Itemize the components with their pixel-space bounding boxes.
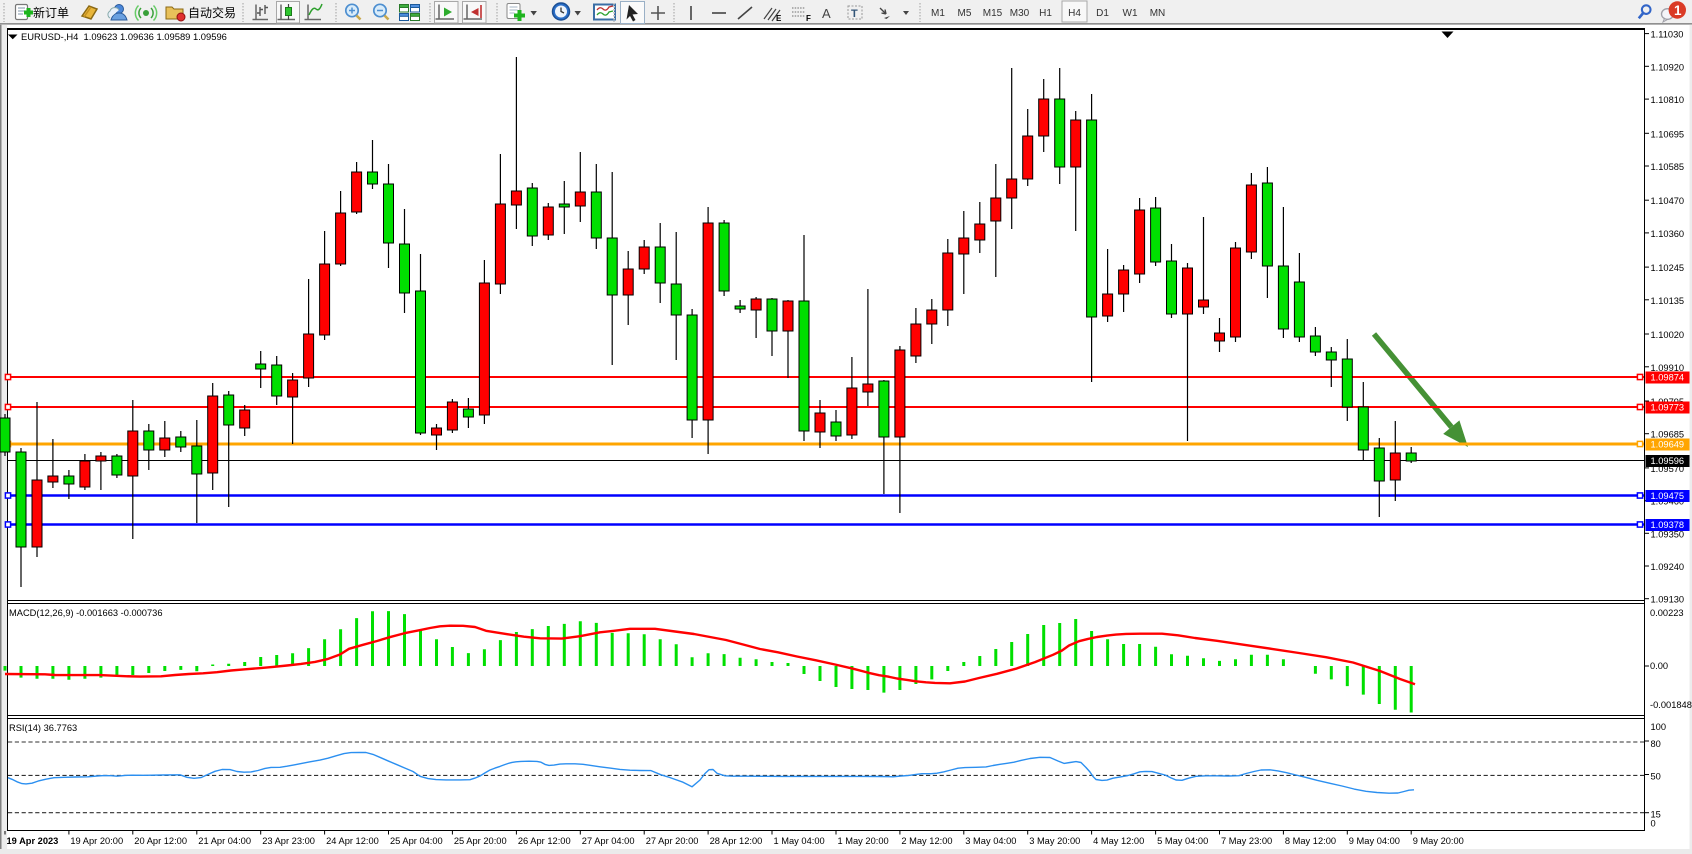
svg-text:1.10020: 1.10020 — [1651, 330, 1685, 340]
svg-text:RSI(14) 36.7763: RSI(14) 36.7763 — [9, 723, 77, 733]
svg-text:1.10360: 1.10360 — [1651, 229, 1685, 239]
svg-text:9 May 20:00: 9 May 20:00 — [1413, 836, 1464, 846]
svg-text:1.09570: 1.09570 — [1651, 464, 1685, 474]
svg-text:1.09649: 1.09649 — [1651, 439, 1685, 449]
svg-text:19 Apr 2023: 19 Apr 2023 — [7, 836, 59, 846]
svg-text:H4: H4 — [1068, 8, 1081, 19]
svg-text:MACD(12,26,9) -0.001663 -0.000: MACD(12,26,9) -0.001663 -0.000736 — [9, 608, 163, 618]
svg-text:T: T — [851, 8, 858, 20]
svg-text:1.09475: 1.09475 — [1651, 491, 1685, 501]
svg-text:19 Apr 20:00: 19 Apr 20:00 — [70, 836, 123, 846]
svg-text:1.09350: 1.09350 — [1651, 529, 1685, 539]
svg-text:新订单: 新订单 — [33, 5, 69, 20]
svg-text:EURUSD-,H4 1.09623 1.09636 1.: EURUSD-,H4 1.09623 1.09636 1.09589 1.095… — [21, 31, 227, 42]
svg-text:80: 80 — [1651, 739, 1661, 749]
svg-text:1.10245: 1.10245 — [1651, 263, 1685, 273]
svg-text:H1: H1 — [1039, 8, 1052, 19]
svg-text:1.10470: 1.10470 — [1651, 196, 1685, 206]
svg-text:1.10810: 1.10810 — [1651, 95, 1685, 105]
svg-text:W1: W1 — [1123, 8, 1138, 19]
svg-text:1.09378: 1.09378 — [1651, 520, 1685, 530]
svg-text:26 Apr 12:00: 26 Apr 12:00 — [518, 836, 571, 846]
svg-text:1.10585: 1.10585 — [1651, 162, 1685, 172]
svg-text:M1: M1 — [931, 8, 945, 19]
svg-text:1.09874: 1.09874 — [1651, 372, 1685, 382]
svg-text:0: 0 — [1651, 818, 1656, 828]
svg-text:1.09910: 1.09910 — [1651, 363, 1685, 373]
svg-text:1.09773: 1.09773 — [1651, 402, 1685, 412]
svg-text:7 May 23:00: 7 May 23:00 — [1221, 836, 1272, 846]
svg-text:1 May 04:00: 1 May 04:00 — [774, 836, 825, 846]
svg-text:20 Apr 12:00: 20 Apr 12:00 — [134, 836, 187, 846]
svg-text:A: A — [822, 6, 831, 21]
svg-text:21 Apr 04:00: 21 Apr 04:00 — [198, 836, 251, 846]
svg-text:3 May 04:00: 3 May 04:00 — [965, 836, 1016, 846]
svg-text:23 Apr 23:00: 23 Apr 23:00 — [262, 836, 315, 846]
svg-text:F: F — [806, 14, 811, 23]
svg-text:50: 50 — [1651, 771, 1661, 781]
svg-text:1.09685: 1.09685 — [1651, 430, 1685, 440]
svg-text:27 Apr 04:00: 27 Apr 04:00 — [582, 836, 635, 846]
svg-text:E: E — [776, 14, 782, 23]
svg-text:0.00223: 0.00223 — [1650, 608, 1684, 618]
svg-text:100: 100 — [1651, 722, 1667, 732]
svg-text:1.10135: 1.10135 — [1651, 296, 1685, 306]
svg-text:25 Apr 20:00: 25 Apr 20:00 — [454, 836, 507, 846]
svg-text:1.10920: 1.10920 — [1651, 62, 1685, 72]
svg-text:1.10695: 1.10695 — [1651, 129, 1685, 139]
svg-text:M30: M30 — [1010, 8, 1030, 19]
svg-text:M5: M5 — [958, 8, 972, 19]
svg-text:1.09240: 1.09240 — [1651, 562, 1685, 572]
svg-text:5 May 04:00: 5 May 04:00 — [1157, 836, 1208, 846]
svg-text:25 Apr 04:00: 25 Apr 04:00 — [390, 836, 443, 846]
svg-text:1: 1 — [1674, 3, 1682, 18]
svg-text:2 May 12:00: 2 May 12:00 — [901, 836, 952, 846]
svg-text:D1: D1 — [1096, 8, 1109, 19]
svg-text:9 May 04:00: 9 May 04:00 — [1349, 836, 1400, 846]
svg-text:4 May 12:00: 4 May 12:00 — [1093, 836, 1144, 846]
svg-text:自动交易: 自动交易 — [188, 5, 236, 20]
svg-text:3 May 20:00: 3 May 20:00 — [1029, 836, 1080, 846]
svg-text:8 May 12:00: 8 May 12:00 — [1285, 836, 1336, 846]
svg-text:15: 15 — [1651, 809, 1661, 819]
svg-text:M15: M15 — [983, 8, 1003, 19]
svg-text:1.09596: 1.09596 — [1651, 456, 1685, 466]
svg-text:1 May 20:00: 1 May 20:00 — [838, 836, 889, 846]
svg-text:MN: MN — [1150, 8, 1166, 19]
svg-text:28 Apr 12:00: 28 Apr 12:00 — [710, 836, 763, 846]
svg-text:-0.001848: -0.001848 — [1650, 700, 1692, 710]
svg-text:0.00: 0.00 — [1650, 661, 1668, 671]
svg-text:1.11030: 1.11030 — [1651, 30, 1684, 40]
svg-text:1.09130: 1.09130 — [1651, 595, 1685, 605]
svg-text:27 Apr 20:00: 27 Apr 20:00 — [646, 836, 699, 846]
svg-text:24 Apr 12:00: 24 Apr 12:00 — [326, 836, 379, 846]
